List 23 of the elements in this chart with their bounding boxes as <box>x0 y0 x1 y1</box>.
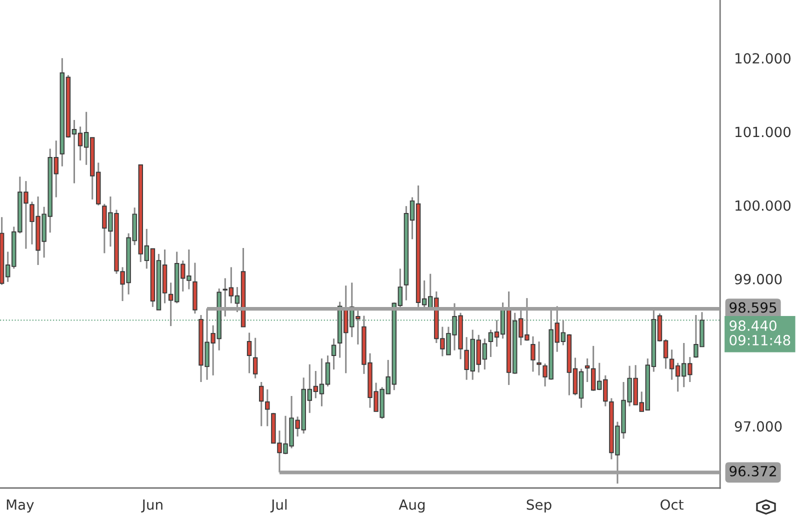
ref-line-label: 98.440 <box>730 320 776 331</box>
ref-line-label: 98.595 <box>730 302 776 313</box>
x-tick-label: Oct <box>660 499 684 510</box>
candlestick <box>265 388 270 427</box>
candlestick <box>530 336 536 372</box>
text: 09:11:48 <box>730 334 790 346</box>
x-tick-label: Aug <box>398 500 425 513</box>
ref-line-label: 96.372 <box>730 466 776 476</box>
y-tick-label: 97.000 <box>734 421 782 432</box>
candlestick <box>536 340 542 376</box>
y-tick-label: 102.000 <box>736 53 790 64</box>
x-tick-label: Jul <box>270 499 287 512</box>
y-tick-label: 99.000 <box>734 274 782 284</box>
candlestick <box>584 358 590 383</box>
candlestick <box>246 332 252 374</box>
candlestick <box>252 337 258 380</box>
y-tick-label: 101.000 <box>736 126 790 138</box>
x-tick-label: Jun <box>141 500 162 512</box>
y-tick-label: 100.000 <box>736 200 790 211</box>
candlestick <box>331 338 336 370</box>
candlestick <box>259 381 264 427</box>
x-tick-label: May <box>6 500 34 513</box>
x-tick-label: Sep <box>526 499 552 513</box>
